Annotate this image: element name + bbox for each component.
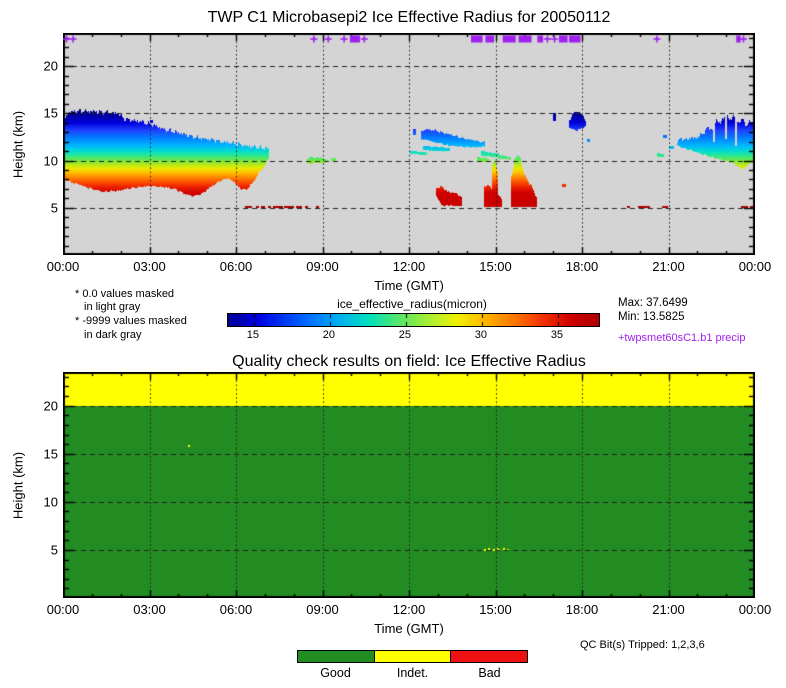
x-tick-label: 00:00: [738, 602, 772, 617]
panel2-y-axis-label: Height (km): [10, 451, 26, 520]
colorbar-tick-label: 30: [474, 329, 488, 341]
panel1-y-axis-label: Height (km): [10, 110, 26, 179]
qc-legend-good-label: Good: [320, 666, 351, 680]
y-tick-label: 5: [50, 200, 58, 216]
qc-legend-indet-swatch: [374, 651, 452, 662]
qc-legend-indet-label: Indet.: [396, 666, 429, 680]
x-tick-label: 09:00: [306, 259, 339, 274]
x-tick-label: 00:00: [46, 602, 80, 617]
y-tick-label: 10: [43, 153, 58, 169]
qc-legend-bad-swatch: [451, 651, 528, 662]
x-tick-label: 12:00: [392, 259, 426, 274]
qc-legend-good-swatch: [298, 651, 375, 662]
qc-legend-bar: [297, 650, 528, 663]
x-tick-label: 00:00: [46, 259, 80, 274]
x-tick-label: 18:00: [565, 259, 599, 274]
panel1-x-axis-label: Time (GMT): [374, 278, 444, 293]
note-9999-masked-2: in dark gray: [84, 329, 142, 341]
x-tick-label: 06:00: [219, 602, 253, 617]
y-tick-label: 10: [43, 494, 58, 510]
y-tick-label: 20: [43, 398, 58, 414]
colorbar-gradient-canvas: [228, 314, 599, 326]
min-value: Min: 13.5825: [618, 311, 685, 323]
note-zero-masked: * 0.0 values masked: [75, 288, 175, 300]
qc-legend-labels: Good Indet. Bad: [297, 666, 528, 680]
panel1-plot: [63, 33, 755, 255]
x-tick-label: 15:00: [479, 259, 512, 274]
colorbar-tick-label: 15: [246, 329, 259, 341]
x-tick-label: 09:00: [306, 602, 339, 617]
colorbar-tick-label: 35: [550, 329, 564, 341]
qc-bits-note: QC Bit(s) Tripped: 1,2,3,6: [580, 639, 705, 651]
note-zero-masked-2: in light gray: [84, 301, 141, 313]
x-tick-label: 15:00: [479, 602, 512, 617]
x-tick-label: 03:00: [133, 602, 166, 617]
y-tick-label: 15: [43, 446, 58, 462]
colorbar-tick-label: 25: [398, 329, 412, 341]
x-tick-label: 21:00: [652, 259, 685, 274]
y-tick-label: 15: [43, 105, 58, 121]
max-value: Max: 37.6499: [618, 297, 688, 309]
y-tick-label: 5: [50, 542, 58, 558]
panel2-x-axis-label: Time (GMT): [374, 621, 444, 636]
x-tick-label: 06:00: [219, 259, 253, 274]
x-tick-label: 18:00: [565, 602, 599, 617]
panel2-title: Quality check results on field: Ice Effe…: [232, 353, 586, 370]
panel2-qc-canvas: [63, 372, 755, 598]
precip-legend: +twpsmet60sC1.b1 precip: [618, 332, 746, 344]
x-tick-label: 00:00: [738, 259, 772, 274]
x-tick-label: 12:00: [392, 602, 426, 617]
colorbar: [227, 313, 600, 327]
colorbar-label: ice_effective_radius(micron): [337, 297, 487, 311]
panel2-plot: [63, 372, 755, 598]
note-9999-masked: * -9999 values masked: [75, 315, 187, 327]
y-tick-label: 20: [43, 58, 58, 74]
panel1-heatmap-canvas: [63, 33, 755, 255]
x-tick-label: 03:00: [133, 259, 166, 274]
x-tick-label: 21:00: [652, 602, 685, 617]
colorbar-tick-label: 20: [322, 329, 335, 341]
panel1-title: TWP C1 Microbasepi2 Ice Effective Radius…: [207, 9, 611, 26]
qc-legend-bad-label: Bad: [478, 666, 501, 680]
